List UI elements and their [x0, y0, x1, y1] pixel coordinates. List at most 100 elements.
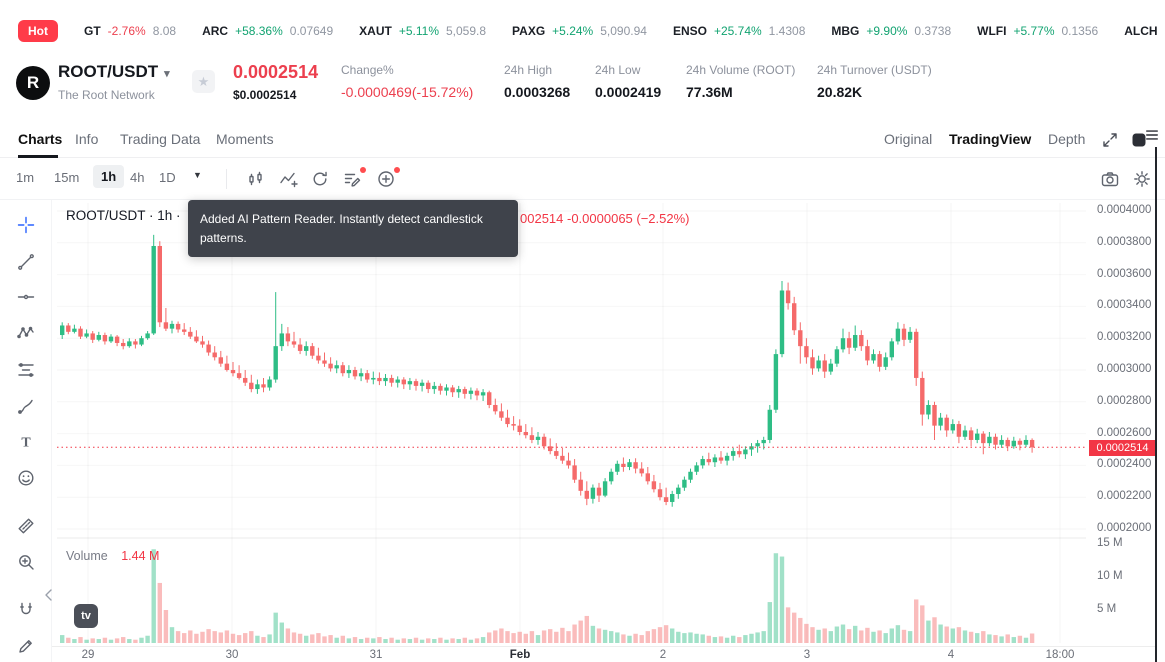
ticker-item-arc[interactable]: ARC +58.36% 0.07649 [202, 24, 333, 38]
ticker-item-wlfi[interactable]: WLFI +5.77% 0.1356 [977, 24, 1098, 38]
ticker-symbol: WLFI [977, 24, 1007, 38]
crosshair-tool-icon[interactable] [16, 215, 36, 235]
xabcd-pattern-tool-icon[interactable] [16, 323, 36, 343]
emoji-tool-icon[interactable] [16, 468, 36, 488]
ticker-change: +25.74% [713, 24, 762, 38]
tradingview-logo[interactable]: tv [74, 604, 98, 628]
menu-icon[interactable] [1145, 128, 1159, 142]
ticker-change: +5.11% [398, 24, 439, 38]
turnover-label: 24h Turnover (USDT) [817, 63, 932, 77]
ticker-item-alch[interactable]: ALCH+15.12%0.09704 [1124, 24, 1165, 38]
layout-icon[interactable] [1131, 132, 1147, 153]
ticker-item-enso[interactable]: ENSO +25.74% 1.4308 [673, 24, 805, 38]
hot-badge: Hot [18, 20, 58, 42]
ticker-price: 0.1356 [1061, 24, 1099, 38]
interval-15m[interactable]: 15m [54, 170, 80, 185]
last-price: 0.0002514 [233, 62, 319, 82]
interval-1h[interactable]: 1h [93, 165, 125, 188]
ticker-item-mbg[interactable]: MBG +9.90% 0.3738 [831, 24, 951, 38]
price-axis-label: 0.0003600 [1097, 267, 1152, 280]
toolbar-divider [226, 169, 227, 189]
edit-pencil-tool-icon[interactable] [16, 636, 36, 656]
tab-moments[interactable]: Moments [216, 131, 274, 147]
ticker-symbol: MBG [831, 24, 860, 38]
fullscreen-icon[interactable] [1100, 130, 1120, 155]
volume-axis-label: 5 M [1097, 603, 1117, 615]
indicators-icon[interactable] [278, 169, 300, 191]
trend-line-tool-icon[interactable] [16, 252, 36, 272]
screenshot-camera-icon[interactable] [1100, 169, 1122, 191]
magnet-tool-icon[interactable] [16, 600, 36, 620]
tab-trading-data[interactable]: Trading Data [120, 131, 201, 147]
ticker-price: 0.07649 [289, 24, 334, 38]
high-label: 24h High [504, 63, 553, 77]
view-original[interactable]: Original [884, 131, 933, 147]
measure-ruler-tool-icon[interactable] [16, 516, 36, 536]
interval-4h[interactable]: 4h [130, 170, 145, 185]
tab-info[interactable]: Info [75, 131, 99, 147]
drawing-tools-rail: T [0, 200, 52, 662]
ticker-price: 8.08 [152, 24, 177, 38]
hot-ticker-bar: Hot GT -2.76% 8.08 ARC +58.36% 0.07649 XAUT +5.… [18, 17, 1165, 45]
ticker-price: 1.4308 [768, 24, 806, 38]
settings-gear-icon[interactable] [1132, 169, 1154, 191]
view-depth[interactable]: Depth [1048, 131, 1086, 147]
time-axis-label: 2 [659, 649, 667, 661]
text-tool-icon[interactable]: T [16, 432, 36, 452]
svg-text:T: T [21, 436, 31, 451]
ticker-symbol: XAUT [359, 24, 392, 38]
time-axis-label: 4 [947, 649, 955, 661]
add-indicator-icon[interactable] [376, 167, 400, 191]
right-panel-divider[interactable] [1155, 147, 1157, 662]
chevron-down-icon: ▾ [164, 68, 170, 80]
time-axis[interactable]: 29 30 31 Feb 2 3 4 18:00 [0, 646, 1165, 662]
ticker-item-xaut[interactable]: XAUT +5.11% 5,059.8 [359, 24, 486, 38]
time-axis-label: 31 [369, 649, 383, 661]
tab-bar: Charts Info Trading Data Moments Origina… [0, 122, 1165, 158]
ticker-price: 0.3738 [914, 24, 952, 38]
price-axis-label: 0.0002400 [1097, 458, 1152, 471]
volume-pane-label: Volume [66, 549, 108, 563]
ticker-change: +9.90% [866, 24, 908, 38]
volume-value: 77.36M [686, 84, 733, 100]
price-axis-label: 0.0003200 [1097, 331, 1152, 344]
ticker-symbol: ENSO [672, 24, 707, 38]
price-axis-label: 0.0004000 [1097, 204, 1152, 216]
ticker-symbol: ARC [202, 24, 229, 38]
volume-axis-label: 10 M [1097, 570, 1123, 582]
ticker-item-paxg[interactable]: PAXG +5.24% 5,090.94 [512, 24, 647, 38]
chart-legend[interactable]: ROOT/USDT · 1h · [66, 208, 181, 223]
ticker-price: 5,059.8 [446, 24, 487, 38]
interval-1m[interactable]: 1m [16, 170, 35, 185]
collapse-rail-chevron-icon[interactable] [44, 588, 54, 607]
volume-label: 24h Volume (ROOT) [686, 63, 796, 77]
change-value: -0.0000469(-15.72%) [341, 84, 474, 100]
tab-charts[interactable]: Charts [18, 131, 63, 147]
price-axis-label: 0.0002200 [1097, 490, 1152, 503]
active-tab-underline [18, 155, 58, 158]
favorite-button[interactable]: ★ [192, 70, 215, 93]
time-axis-label: Feb [509, 649, 531, 661]
ticker-item-gt[interactable]: GT -2.76% 8.08 [84, 24, 176, 38]
pair-selector[interactable]: ROOT/USDT ▾ [58, 62, 170, 82]
view-tradingview[interactable]: TradingView [949, 131, 1032, 147]
time-axis-label: 18:00 [1045, 649, 1075, 661]
horizontal-line-tool-icon[interactable] [16, 287, 36, 307]
ticker-symbol: ALCH [1124, 24, 1158, 38]
interval-1d[interactable]: 1D [159, 170, 176, 185]
price-axis-label: 0.0003000 [1097, 363, 1152, 375]
brush-tool-icon[interactable] [16, 396, 36, 416]
volume-axis-label: 15 M [1097, 537, 1123, 549]
notification-dot [360, 167, 366, 173]
ai-pattern-reader-icon[interactable] [342, 167, 366, 191]
token-logo: R [16, 66, 50, 100]
star-icon: ★ [197, 73, 210, 89]
turnover-value: 20.82K [817, 84, 863, 100]
zoom-in-tool-icon[interactable] [16, 552, 36, 572]
interval-dropdown-caret[interactable]: ▼ [193, 170, 202, 180]
chart-style-icon[interactable] [246, 169, 268, 191]
replay-icon[interactable] [310, 169, 332, 191]
fib-retracement-tool-icon[interactable] [16, 360, 36, 380]
